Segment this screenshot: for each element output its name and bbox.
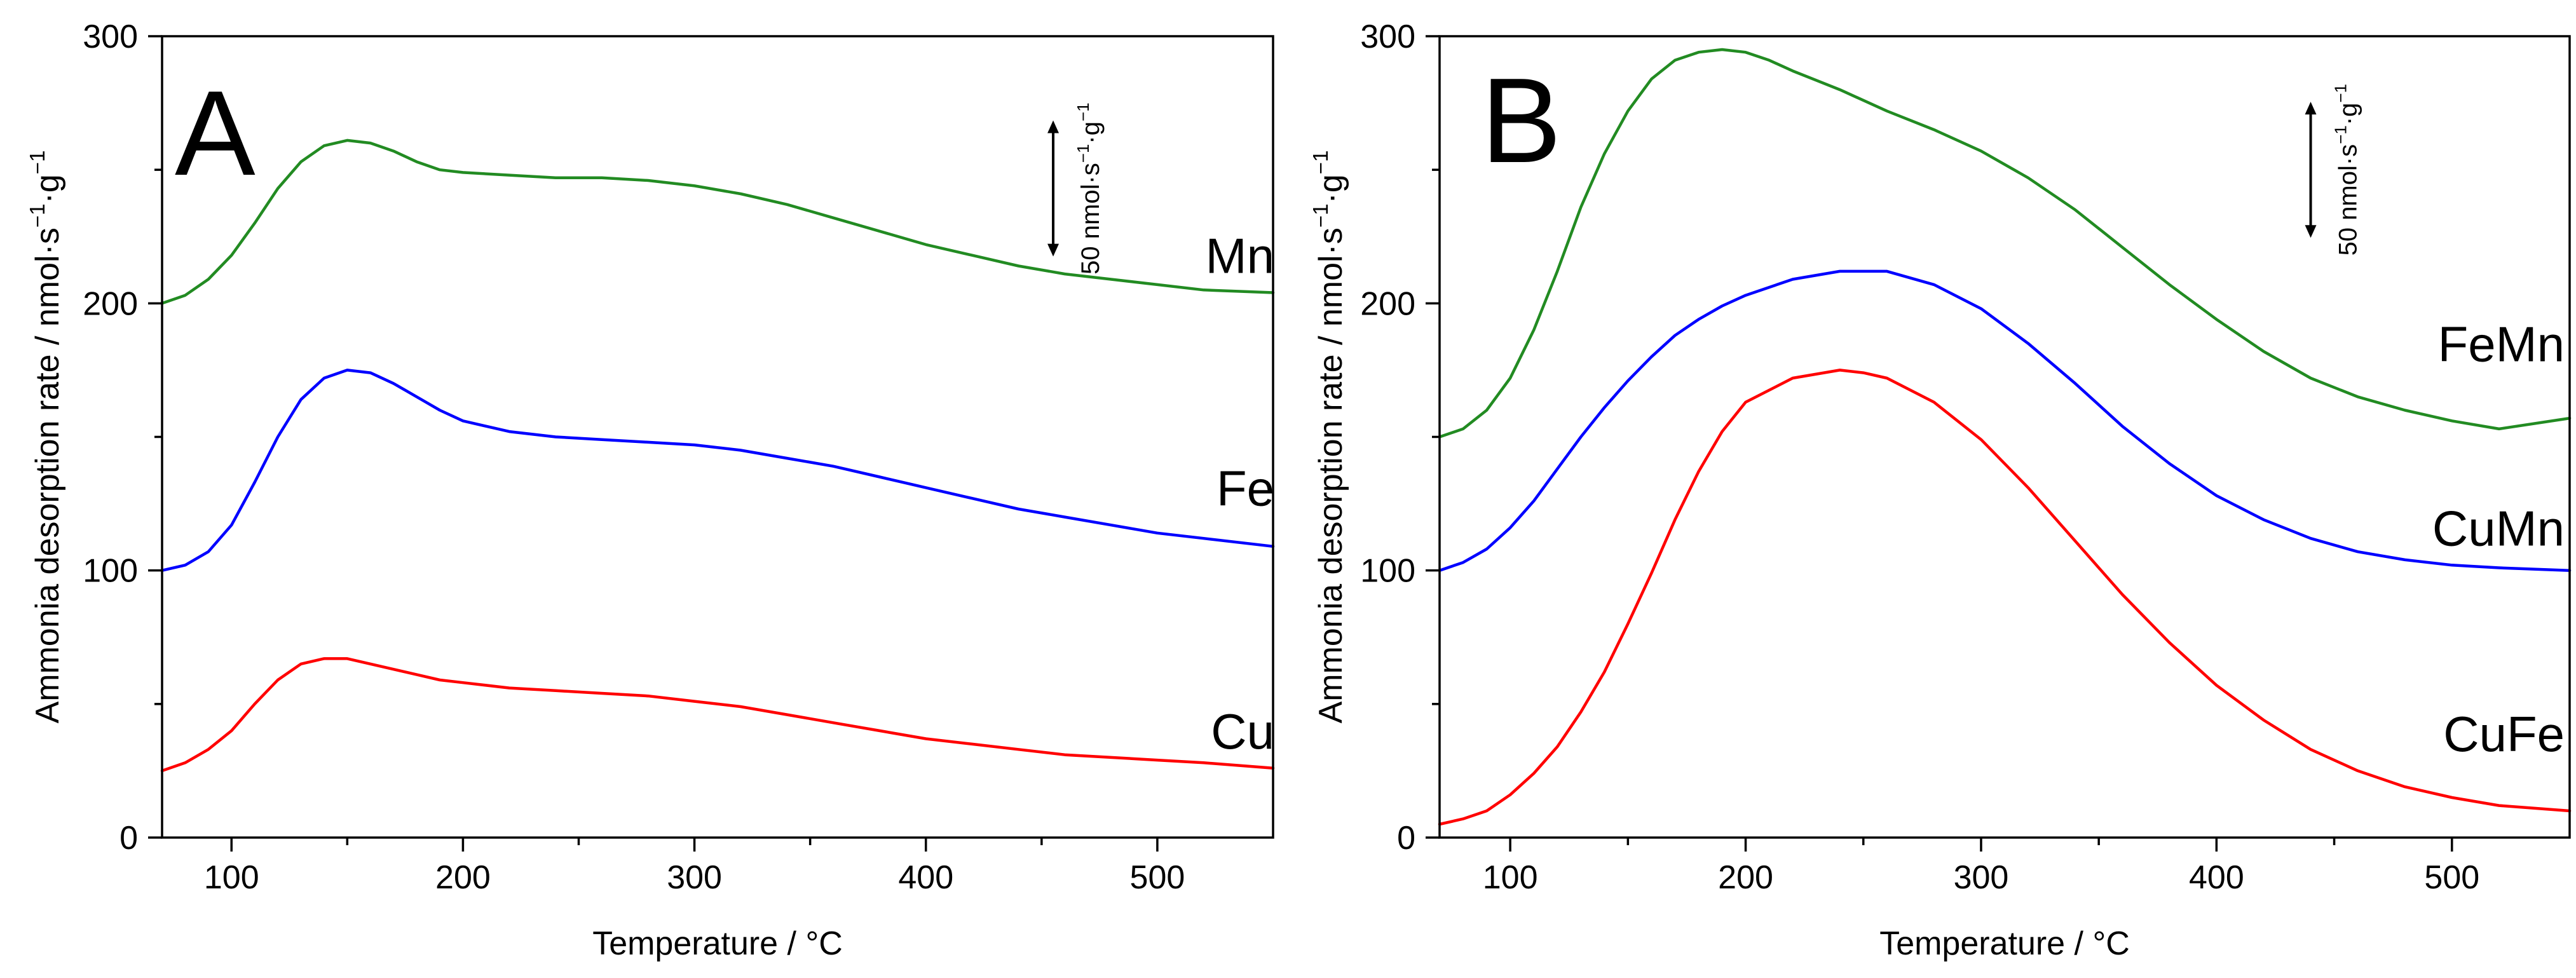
y-tick-label: 0	[119, 820, 138, 857]
x-tick-label: 200	[1718, 859, 1773, 896]
series-line-cumn	[1438, 269, 2572, 572]
scale-bar-label-main: 50 nmol·s	[1077, 163, 1105, 275]
scale-bar-arrowhead-up	[2305, 102, 2317, 115]
series-label-mn: Mn	[1206, 228, 1274, 284]
scale-bar-label-main: 50 nmol·s	[2334, 144, 2362, 256]
scale-bar-label: 50 nmol·s−1·g−1	[1073, 102, 1105, 275]
x-tick-label: 500	[2424, 859, 2479, 896]
scale-bar: 50 nmol·s−1·g−1	[2305, 84, 2362, 256]
series-label-cu: Cu	[1211, 703, 1274, 759]
series-label-fe: Fe	[1216, 460, 1274, 516]
scale-bar-label-mid: ·g	[2334, 103, 2362, 126]
scale-bar-arrowhead-down	[1047, 243, 1060, 257]
y-axis-title-sup: −1	[25, 151, 49, 175]
scale-bar-label-sup: −1	[1073, 144, 1093, 163]
series-line-cufe	[1438, 369, 2572, 826]
scale-bar-arrowhead-down	[2305, 225, 2317, 238]
scale-bar-arrowhead-up	[1047, 120, 1060, 133]
y-axis-title-mid: ·g	[1312, 174, 1349, 203]
series-line-mn	[160, 139, 1275, 305]
scale-bar-label-sup: −1	[2331, 125, 2350, 144]
series-label-cufe: CuFe	[2443, 706, 2565, 762]
chart-panel-a: 100 200 300 400 500 0 100 200 300 Temperature / °…	[25, 18, 1275, 962]
x-axis-title: Temperature / °C	[1879, 925, 2130, 962]
plot-frame	[1438, 35, 2571, 839]
series-label-femn: FeMn	[2438, 316, 2565, 372]
panel-letter: B	[1481, 53, 1562, 188]
x-tick-label: 500	[1130, 859, 1185, 896]
scale-bar-label-sup: −1	[2331, 84, 2350, 103]
y-axis-title-sup: −1	[25, 203, 49, 228]
y-tick-label: 100	[83, 553, 138, 590]
x-tick-label: 400	[2189, 859, 2244, 896]
x-tick-label: 300	[1954, 859, 2009, 896]
y-tick-label: 200	[1360, 285, 1415, 322]
x-tick-label: 200	[435, 859, 491, 896]
x-tick-label: 400	[898, 859, 953, 896]
series-line-fe	[160, 369, 1275, 572]
scale-bar: 50 nmol·s−1·g−1	[1047, 102, 1105, 275]
plot-frame	[161, 35, 1274, 839]
x-tick-label: 300	[667, 859, 722, 896]
scale-bar-label-sup: −1	[1073, 102, 1093, 121]
series-label-cumn: CuMn	[2432, 500, 2565, 556]
y-axis-title-sup: −1	[1309, 203, 1332, 228]
y-axis-title-mid: ·g	[29, 174, 66, 203]
scale-bar-label-mid: ·g	[1077, 121, 1105, 144]
y-axis-title-main: Ammonia desorption rate / nmol·s	[29, 228, 66, 723]
y-axis-title-main: Ammonia desorption rate / nmol·s	[1312, 228, 1349, 723]
y-axis-title-sup: −1	[1309, 151, 1332, 175]
y-tick-label: 200	[83, 285, 138, 322]
y-tick-label: 300	[1360, 18, 1415, 55]
y-tick-label: 100	[1360, 553, 1415, 590]
series-line-femn	[1438, 48, 2572, 438]
x-axis-title: Temperature / °C	[592, 925, 843, 962]
x-tick-label: 100	[204, 859, 259, 896]
y-axis-title: Ammonia desorption rate / nmol·s−1·g−1	[1309, 151, 1349, 724]
panel-letter: A	[175, 66, 256, 201]
x-tick-label: 100	[1483, 859, 1538, 896]
series-line-cu	[160, 657, 1275, 773]
y-tick-label: 300	[83, 18, 138, 55]
y-axis-title: Ammonia desorption rate / nmol·s−1·g−1	[25, 151, 66, 724]
scale-bar-label: 50 nmol·s−1·g−1	[2331, 84, 2362, 256]
chart-panel-b: 100 200 300 400 500 0 100 200 300 Temperature / °…	[1309, 18, 2572, 962]
y-tick-label: 0	[1397, 820, 1415, 857]
